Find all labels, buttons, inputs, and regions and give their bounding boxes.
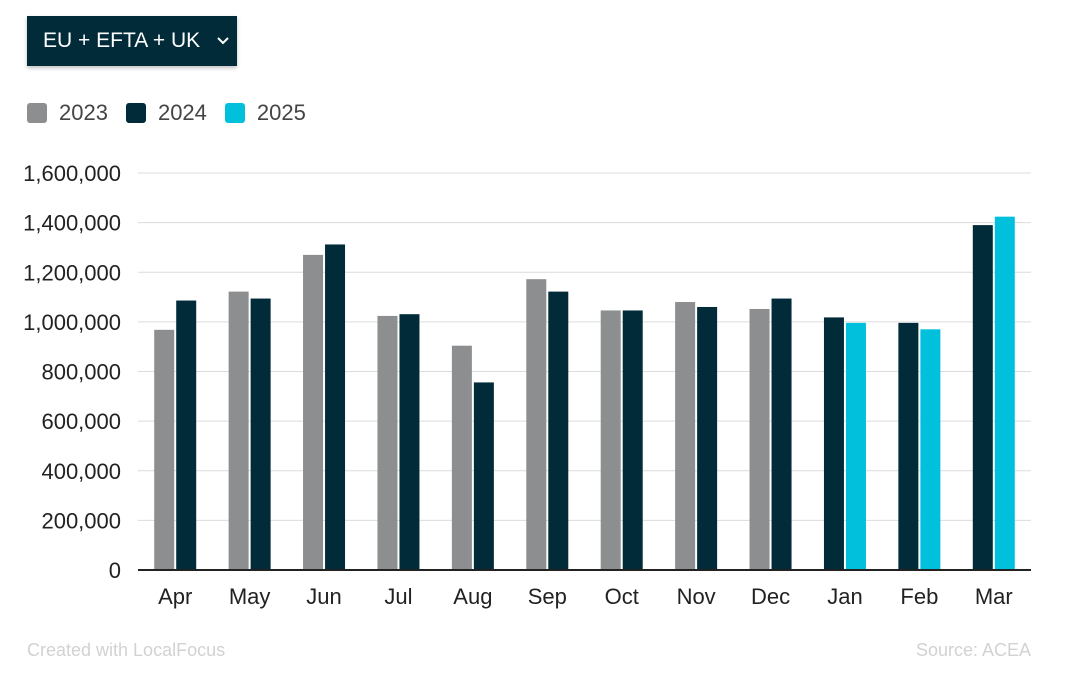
bar-2024-Jan (823, 317, 844, 570)
x-tick-label: Nov (677, 584, 716, 609)
bar-2024-May (250, 298, 271, 570)
x-tick-label: May (229, 584, 271, 609)
bar-2023-Dec (749, 308, 770, 570)
bar-2024-Jul (399, 314, 420, 570)
legend-item-2025[interactable]: 2025 (224, 100, 306, 126)
bar-2023-Jun (303, 254, 324, 570)
x-tick-label: Jun (306, 584, 341, 609)
region-selector-label: EU + EFTA + UK (43, 29, 201, 52)
y-tick-label: 1,400,000 (23, 211, 121, 236)
legend-label: 2023 (59, 100, 108, 125)
x-tick-label: Oct (605, 584, 639, 609)
bar-2025-Mar (994, 216, 1015, 571)
chart-legend: 2023 2024 2025 (27, 100, 324, 126)
legend-item-2023[interactable]: 2023 (27, 100, 108, 126)
bar-2024-Apr (176, 300, 197, 570)
y-tick-label: 1,000,000 (23, 310, 121, 335)
x-tick-label: Feb (900, 584, 938, 609)
bar-2024-Jun (325, 244, 346, 570)
y-tick-label: 600,000 (41, 409, 121, 434)
chevron-down-icon (217, 37, 229, 45)
bar-2023-Apr (154, 329, 175, 570)
legend-item-2024[interactable]: 2024 (125, 100, 207, 126)
x-tick-label: Jul (384, 584, 412, 609)
y-tick-label: 200,000 (41, 508, 121, 533)
bar-2023-Oct (600, 310, 621, 570)
y-tick-label: 400,000 (41, 459, 121, 484)
bar-2023-Aug (451, 345, 472, 570)
region-selector[interactable]: EU + EFTA + UK (27, 16, 237, 66)
credit-text: Created with LocalFocus (27, 640, 226, 660)
bar-2025-Feb (920, 329, 941, 570)
x-tick-label: Jan (827, 584, 862, 609)
bar-2025-Jan (845, 322, 866, 570)
legend-label: 2025 (256, 100, 306, 125)
legend-label: 2024 (157, 100, 207, 125)
bar-2023-Jul (377, 315, 398, 570)
legend-swatch (27, 103, 47, 123)
bar-2024-Mar (972, 225, 993, 570)
legend-swatch (125, 103, 146, 123)
bar-2024-Feb (898, 322, 919, 570)
bar-2024-Nov (697, 306, 718, 570)
x-tick-label: Mar (975, 584, 1013, 609)
source-text: Source: ACEA (915, 640, 1031, 660)
y-tick-label: 800,000 (41, 360, 121, 385)
y-tick-label: 1,600,000 (23, 161, 121, 186)
x-tick-label: Aug (453, 584, 492, 609)
x-tick-label: Apr (158, 584, 192, 609)
bar-2023-May (228, 291, 249, 570)
y-tick-label: 1,200,000 (23, 260, 121, 285)
bar-2024-Oct (622, 310, 643, 570)
bar-2023-Sep (526, 279, 547, 570)
x-tick-label: Sep (528, 584, 567, 609)
y-tick-label: 0 (109, 558, 121, 583)
bar-2023-Nov (675, 302, 696, 570)
legend-swatch (224, 103, 245, 123)
x-tick-label: Dec (751, 584, 790, 609)
bar-2024-Aug (473, 382, 494, 570)
bar-2024-Dec (771, 298, 792, 570)
bar-2024-Sep (548, 291, 569, 570)
